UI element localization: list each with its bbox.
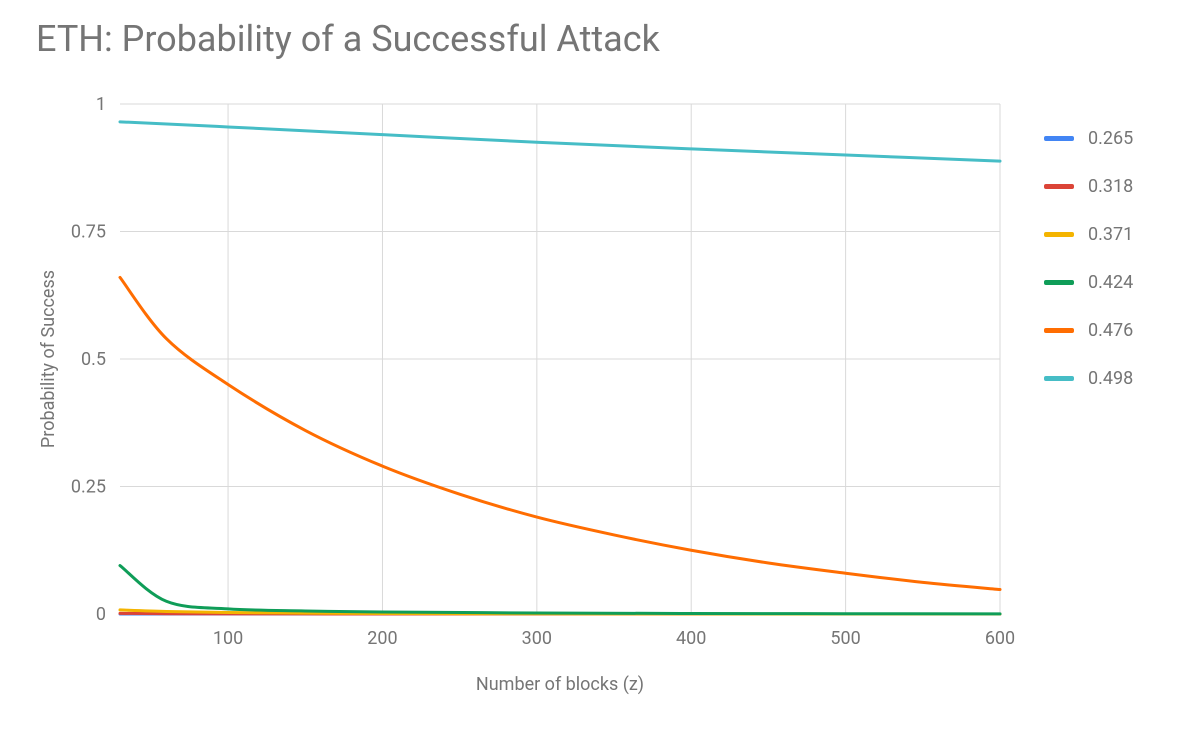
- legend-swatch: [1044, 328, 1074, 333]
- x-tick-label: 200: [367, 628, 397, 649]
- y-tick-label: 1: [96, 94, 106, 115]
- legend-item: 0.371: [1044, 210, 1164, 258]
- legend-item: 0.498: [1044, 354, 1164, 402]
- y-tick-label: 0.25: [71, 477, 106, 498]
- x-tick-label: 400: [676, 628, 706, 649]
- legend: 0.265 0.318 0.371 0.424 0.476 0.498: [1044, 114, 1164, 402]
- legend-label: 0.318: [1088, 176, 1133, 197]
- legend-swatch: [1044, 184, 1074, 189]
- legend-item: 0.318: [1044, 162, 1164, 210]
- x-axis-label: Number of blocks (z): [476, 674, 644, 695]
- chart-plot: 100 200 300 400 500 600 0 0.25 0.5 0.75 1 Number of…: [40, 24, 1080, 734]
- x-tick-label: 300: [522, 628, 552, 649]
- legend-label: 0.265: [1088, 128, 1133, 149]
- series-line: [120, 277, 1000, 589]
- series-line: [120, 122, 1000, 161]
- series-line: [120, 566, 1000, 614]
- x-tick-label: 100: [213, 628, 243, 649]
- legend-item: 0.424: [1044, 258, 1164, 306]
- chart-container: ETH: Probability of a Successful Attack …: [0, 0, 1200, 742]
- legend-swatch: [1044, 232, 1074, 237]
- legend-swatch: [1044, 136, 1074, 141]
- legend-item: 0.265: [1044, 114, 1164, 162]
- x-tick-label: 500: [830, 628, 860, 649]
- y-tick-label: 0.75: [71, 222, 106, 243]
- legend-label: 0.371: [1088, 224, 1133, 245]
- legend-item: 0.476: [1044, 306, 1164, 354]
- y-tick-label: 0: [96, 604, 106, 625]
- y-axis-label: Probability of Success: [40, 270, 59, 448]
- legend-label: 0.498: [1088, 368, 1133, 389]
- legend-swatch: [1044, 376, 1074, 381]
- x-tick-label: 600: [985, 628, 1015, 649]
- legend-swatch: [1044, 280, 1074, 285]
- y-tick-label: 0.5: [81, 349, 106, 370]
- legend-label: 0.424: [1088, 272, 1133, 293]
- legend-label: 0.476: [1088, 320, 1133, 341]
